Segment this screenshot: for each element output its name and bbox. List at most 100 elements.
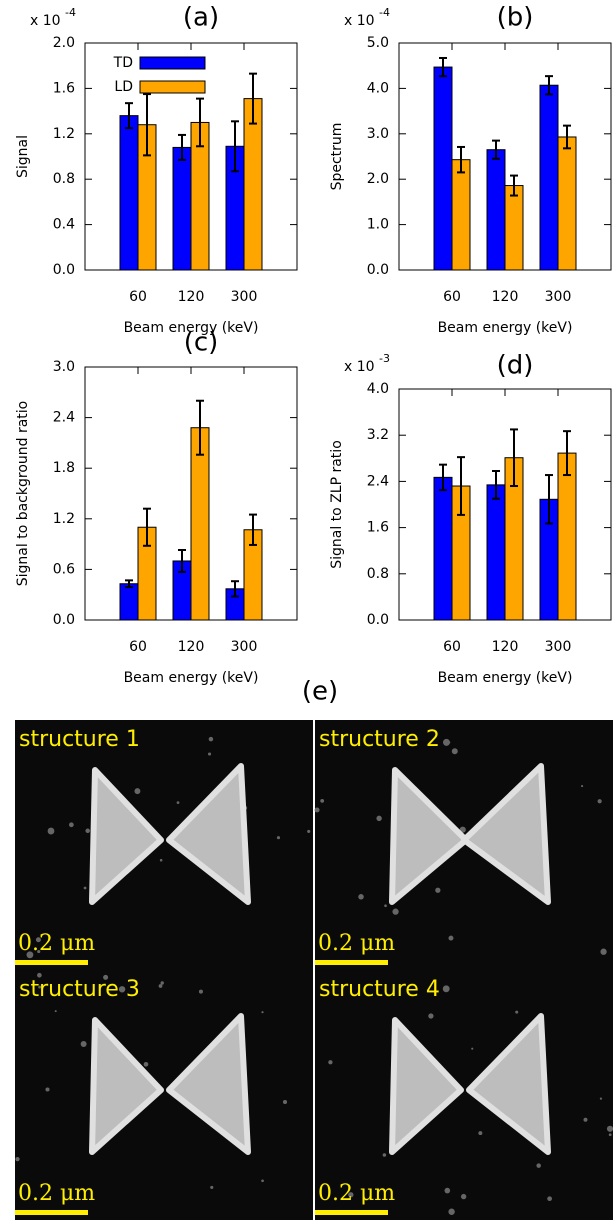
particle — [583, 1117, 588, 1122]
y-axis-label: Signal — [15, 135, 31, 178]
bar — [119, 583, 139, 621]
y-axis-label: Spectrum — [329, 123, 345, 191]
particle — [471, 1047, 474, 1050]
particle — [460, 1193, 467, 1200]
y-tick-label: 5.0 — [367, 35, 389, 51]
y-tick-label: 1.0 — [367, 217, 389, 233]
particle — [103, 974, 109, 980]
bar — [557, 452, 577, 621]
particle — [384, 904, 387, 908]
particle — [448, 935, 454, 941]
error-bar — [545, 474, 553, 525]
bar — [433, 476, 453, 621]
error-bar — [143, 93, 151, 157]
particle — [442, 738, 450, 746]
particle — [547, 1196, 552, 1202]
bar — [486, 484, 506, 621]
particle — [207, 752, 212, 756]
y-multiplier: x 10 — [344, 13, 375, 29]
x-tick-label: 300 — [231, 639, 258, 655]
y-tick-label: 2.0 — [367, 171, 389, 187]
error-bar — [545, 75, 553, 96]
particle — [600, 948, 607, 955]
scale-bar-label: 0.2 μm — [318, 931, 395, 956]
y-multiplier: x 10 — [344, 359, 375, 375]
bowtie-left — [389, 767, 469, 905]
particle — [143, 1061, 149, 1067]
particle — [376, 815, 382, 822]
x-tick-label: 60 — [129, 289, 147, 305]
particle — [515, 1010, 519, 1014]
particle — [176, 801, 180, 804]
error-bar — [125, 579, 133, 589]
x-axis-label: Beam energy (keV) — [438, 670, 573, 686]
x-axis-label: Beam energy (keV) — [438, 320, 573, 336]
error-bar — [457, 145, 465, 174]
particle — [444, 1187, 451, 1194]
particle — [599, 1097, 603, 1100]
x-tick-label: 120 — [492, 639, 519, 655]
particle — [382, 1153, 387, 1157]
y-tick-label: 4.0 — [367, 80, 389, 96]
scale-bar — [15, 1210, 88, 1215]
particle — [85, 828, 90, 834]
particle — [80, 1041, 87, 1047]
y-tick-label: 0.8 — [367, 566, 389, 582]
y-tick-label: 1.6 — [53, 80, 75, 96]
particle — [261, 1179, 264, 1183]
x-tick-label: 60 — [443, 289, 461, 305]
particle — [307, 829, 311, 833]
x-tick-label: 120 — [492, 289, 519, 305]
scale-bar-label: 0.2 μm — [18, 931, 95, 956]
scale-bar-label: 0.2 μm — [318, 1181, 395, 1206]
error-bar — [178, 133, 186, 161]
y-multiplier-exponent: -3 — [379, 352, 390, 365]
particle — [198, 989, 203, 994]
image-background — [15, 720, 313, 970]
bar — [557, 136, 577, 271]
particle — [608, 1133, 612, 1137]
y-tick-label: 0.0 — [367, 612, 389, 628]
particle — [282, 1099, 288, 1105]
particle — [435, 887, 441, 893]
scale-bar — [15, 960, 88, 965]
particle — [38, 985, 42, 989]
particle — [118, 986, 126, 993]
bowtie-left — [89, 767, 164, 905]
error-bar — [439, 463, 447, 492]
particle — [26, 951, 34, 959]
particle — [597, 799, 602, 804]
particle — [348, 1192, 354, 1198]
error-bar — [510, 428, 518, 488]
scale-bar — [315, 1210, 388, 1215]
y-tick-label: 0.6 — [53, 561, 75, 577]
bar — [539, 84, 559, 271]
y-multiplier-exponent: -4 — [379, 6, 390, 19]
error-bar — [143, 507, 151, 547]
legend-swatch — [139, 80, 206, 94]
particle — [159, 858, 163, 862]
legend-swatch — [139, 56, 206, 70]
particle — [536, 1163, 541, 1168]
error-bar — [196, 399, 204, 456]
particle — [45, 1087, 50, 1092]
legend-label: LD — [114, 79, 133, 95]
particle — [451, 748, 458, 755]
particle — [83, 886, 87, 890]
y-tick-label: 3.0 — [367, 126, 389, 142]
particle — [35, 937, 41, 943]
y-tick-label: 1.6 — [367, 520, 389, 536]
chart-title: (d) — [497, 351, 534, 381]
image-background — [315, 970, 613, 1220]
error-bar — [439, 56, 447, 78]
error-bar — [457, 456, 465, 516]
error-bar — [563, 430, 571, 477]
y-tick-label: 0.4 — [53, 217, 75, 233]
y-tick-label: 4.0 — [367, 381, 389, 397]
bar — [172, 146, 192, 271]
y-tick-label: 0.0 — [53, 262, 75, 278]
y-multiplier: x 10 — [30, 13, 61, 29]
y-axis-label: Signal to ZLP ratio — [329, 440, 345, 569]
error-bar — [178, 549, 186, 573]
error-bar — [492, 470, 500, 500]
